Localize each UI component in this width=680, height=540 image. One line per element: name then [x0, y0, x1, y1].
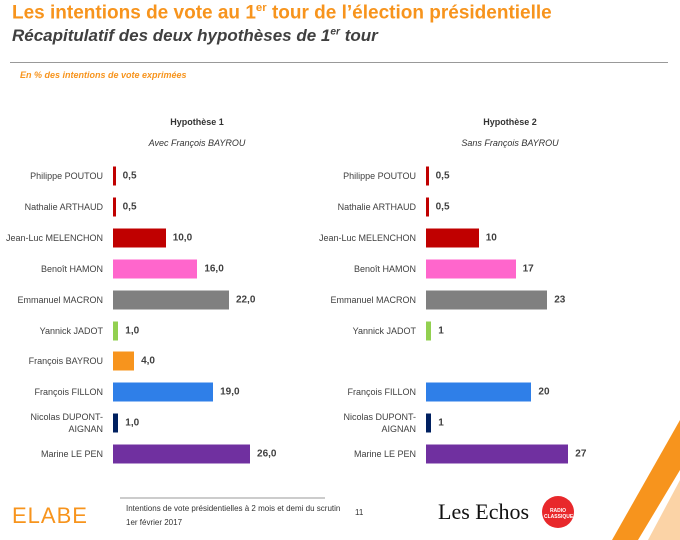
footer-source: Intentions de vote présidentielles à 2 m…: [126, 504, 341, 513]
category-label: Benoît HAMON: [40, 263, 103, 274]
value-label: 10: [485, 232, 497, 244]
category-label: Emmanuel MACRON: [330, 294, 416, 305]
category-label: Marine LE PEN: [40, 449, 103, 460]
subtitle-sup: er: [330, 26, 341, 38]
category-label: Nicolas DUPONT-AIGNAN: [343, 412, 416, 435]
bar: [113, 413, 119, 433]
bar: [113, 197, 116, 217]
bar: [426, 259, 516, 279]
footer-date: 1er février 2017: [126, 518, 183, 527]
value-label: 10,0: [172, 232, 193, 244]
chart-title: Hypothèse 1: [170, 117, 224, 127]
category-label: François FILLON: [347, 387, 416, 398]
value-label: 17: [522, 263, 534, 275]
subtitle-text: tour: [340, 26, 378, 45]
value-label: 4,0: [141, 355, 155, 367]
category-label: François FILLON: [34, 387, 103, 398]
bar: [426, 444, 569, 464]
value-label: 0,5: [122, 201, 137, 213]
value-label: 22,0: [235, 294, 256, 306]
category-label: Philippe POUTOU: [30, 171, 103, 181]
header-rule: [10, 62, 668, 63]
value-label: 16,0: [204, 263, 224, 275]
radio-text: RADIO CLASSIQUE: [544, 508, 574, 520]
value-label: 1: [438, 325, 444, 336]
bar: [113, 228, 166, 248]
bar: [426, 321, 432, 340]
bar: [113, 444, 251, 464]
partner-logo: Les Echos: [438, 499, 530, 524]
value-label: 23: [554, 294, 566, 306]
chart-subtitle: Avec François BAYROU: [148, 138, 246, 148]
radio-logo: [542, 496, 574, 528]
bar: [426, 290, 548, 310]
title: Les intentions de vote au 1er tour de l’…: [12, 2, 552, 24]
category-label: Jean-Luc MELENCHON: [5, 232, 103, 243]
category-label: Yannick JADOT: [352, 325, 416, 336]
value-label: 27: [575, 448, 587, 460]
bar: [426, 197, 429, 217]
bar: [426, 382, 532, 402]
category-label: Emmanuel MACRON: [17, 294, 103, 305]
bar: [113, 351, 135, 371]
category-label: Nathalie ARTHAUD: [24, 201, 103, 212]
bar: [113, 259, 198, 279]
value-label: 1: [438, 417, 444, 429]
value-label: 0,5: [435, 170, 450, 182]
value-label: 0,5: [435, 201, 450, 213]
value-label: 1,0: [125, 325, 140, 336]
bar: [113, 321, 119, 340]
category-label: Nathalie ARTHAUD: [337, 201, 416, 212]
category-label: Philippe POUTOU: [343, 171, 416, 181]
title-text: Les intentions de vote au 1: [12, 2, 256, 24]
value-label: 19,0: [220, 386, 240, 398]
bar: [426, 413, 432, 433]
value-label: 20: [538, 386, 550, 398]
category-label: François BAYROU: [28, 356, 103, 367]
subtitle-text: Récapitulatif des deux hypothèses de 1: [12, 26, 331, 45]
orange-stripe: [612, 420, 680, 540]
orange-stripe: [648, 480, 680, 540]
subtitle: Récapitulatif des deux hypothèses de 1er…: [12, 26, 378, 46]
chart-subtitle: Sans François BAYROU: [461, 138, 559, 148]
bar: [426, 228, 479, 248]
category-label: Jean-Luc MELENCHON: [318, 232, 416, 243]
category-label: Yannick JADOT: [39, 325, 103, 336]
category-label: Benoît HAMON: [353, 263, 416, 274]
bar: [426, 166, 429, 186]
bar: [113, 290, 229, 310]
bar: [113, 166, 116, 186]
value-label: 0,5: [122, 170, 137, 182]
note: En % des intentions de vote exprimées: [20, 70, 187, 80]
value-label: 26,0: [257, 448, 277, 460]
category-label: Marine LE PEN: [353, 449, 416, 460]
logo: ELABE: [12, 503, 88, 528]
page-number: 11: [355, 508, 364, 517]
title-sup: er: [255, 2, 267, 14]
value-label: 1,0: [125, 417, 140, 429]
category-label: Nicolas DUPONT-AIGNAN: [30, 412, 103, 435]
title-text: tour de l’élection présidentielle: [266, 2, 552, 24]
bar: [113, 382, 214, 402]
chart-title: Hypothèse 2: [483, 117, 537, 127]
